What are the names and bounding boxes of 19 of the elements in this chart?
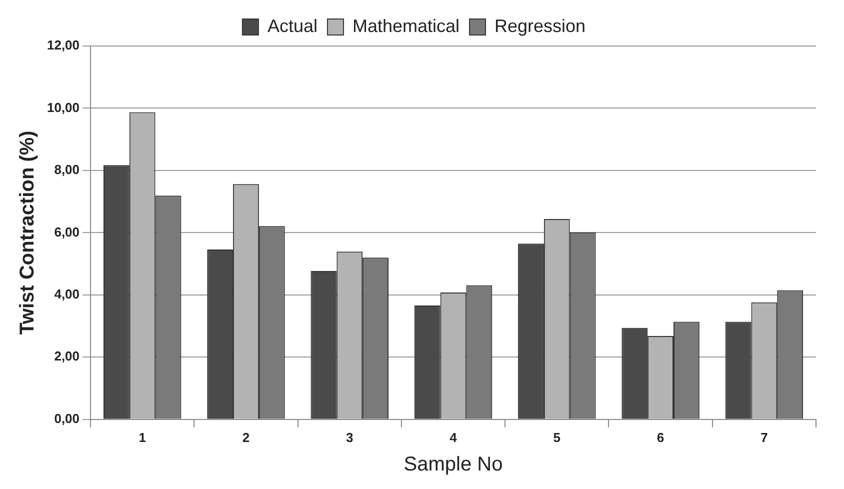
y-tick-label: 8,00 — [54, 162, 80, 178]
y-tick-label: 12,00 — [46, 38, 80, 53]
x-tick-label: 5 — [553, 430, 561, 445]
y-tick-label: 2,00 — [54, 348, 80, 364]
y-tick-label: 6,00 — [54, 224, 80, 240]
y-tick-label: 0,00 — [54, 410, 80, 426]
x-tick-label: 7 — [760, 430, 768, 445]
legend-label: Regression — [494, 16, 586, 36]
y-axis-title: Twist Contraction (%) — [16, 130, 39, 335]
x-tick-label: 4 — [450, 430, 458, 445]
legend-label: Mathematical — [352, 16, 460, 36]
x-tick-label: 2 — [242, 430, 250, 445]
x-tick-label: 1 — [138, 430, 146, 445]
y-tick-label: 4,00 — [54, 286, 80, 302]
x-tick-label: 3 — [346, 430, 354, 445]
y-tick-label: 10,00 — [46, 100, 80, 115]
x-tick-label: 6 — [656, 430, 664, 445]
legend-label: Actual — [267, 16, 318, 36]
x-axis-title: Sample No — [404, 454, 503, 476]
